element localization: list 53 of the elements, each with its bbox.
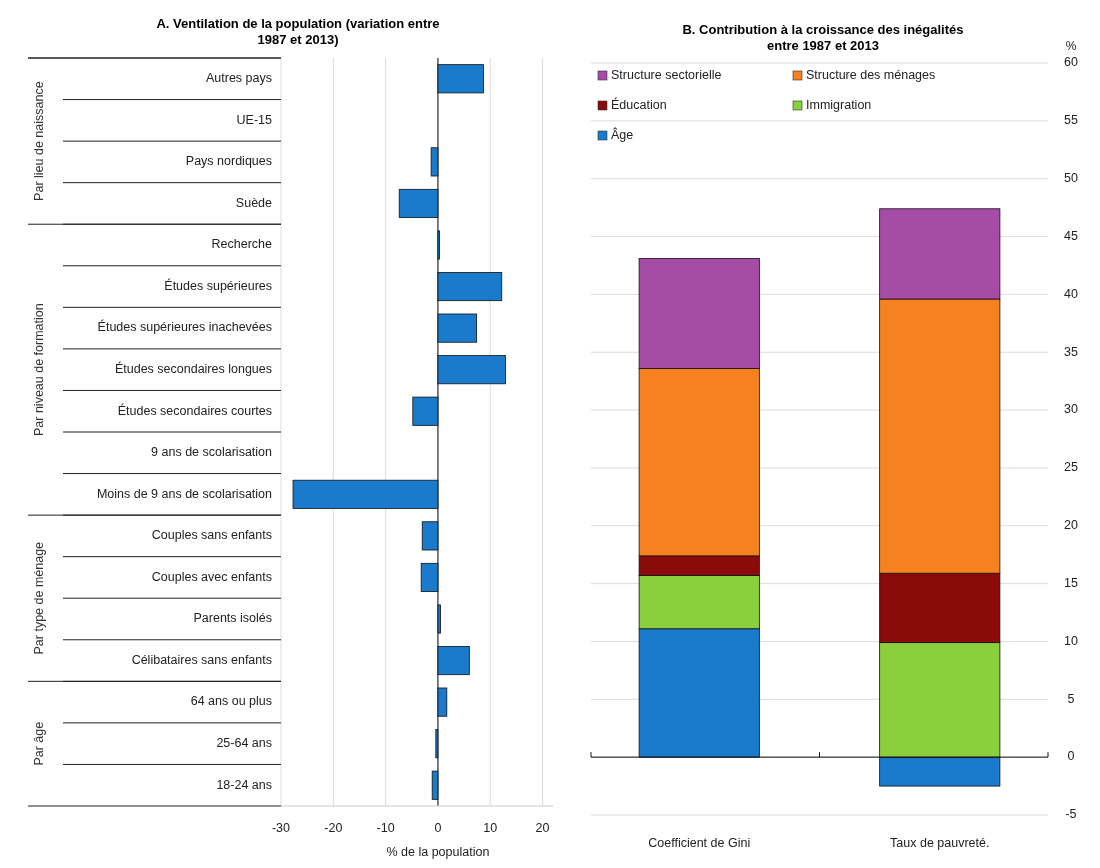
y-tick-label: 50 xyxy=(1064,170,1078,185)
x-tick-label: 0 xyxy=(434,821,442,835)
y-tick-label: 9 ans de scolarisation xyxy=(151,445,273,460)
y-tick-label: -5 xyxy=(1065,807,1077,822)
y-tick-label: Autres pays xyxy=(205,71,272,86)
chart-title: A. Ventilation de la population (variation entre 1987 et 2013) xyxy=(156,16,440,47)
y-tick-label: Parents isolés xyxy=(193,611,272,626)
x-tick-label: Taux de pauvreté. xyxy=(890,836,990,850)
y-tick-label: 30 xyxy=(1064,402,1078,417)
y-tick-label: Pays nordiques xyxy=(185,154,272,169)
y-tick-label: 0 xyxy=(1067,749,1075,764)
y-tick-label: 18-24 ans xyxy=(216,777,272,792)
legend-label: Immigration xyxy=(806,98,872,113)
y-tick-label: 55 xyxy=(1064,113,1078,128)
y-tick-label: Études secondaires longues xyxy=(114,360,272,376)
x-tick-label: 10 xyxy=(483,821,498,835)
y-tick-label: Suède xyxy=(235,195,273,210)
x-tick-label: -10 xyxy=(376,821,395,835)
y-tick-label: 5 xyxy=(1067,691,1075,706)
y-tick-label: 40 xyxy=(1064,286,1078,301)
y-tick-label: Recherche xyxy=(211,237,273,252)
text: Par niveau de formation xyxy=(32,303,47,437)
text: Par type de ménage xyxy=(32,541,47,655)
x-tick-label: 20 xyxy=(535,821,550,835)
y-tick-label: Couples avec enfants xyxy=(151,569,272,584)
y-tick-label: Célibataires sans enfants xyxy=(131,652,272,667)
y-tick-label: Études supérieures xyxy=(164,277,272,293)
x-tick-label: -20 xyxy=(324,821,343,835)
y-tick-label: 15 xyxy=(1064,575,1078,590)
y-tick-label: UE-15 xyxy=(236,112,273,127)
text: Par âge xyxy=(32,721,47,766)
y-tick-label: Moins de 9 ans de scolarisation xyxy=(96,486,273,501)
y-tick-label: 25-64 ans xyxy=(216,735,272,750)
y-tick-label: 20 xyxy=(1064,518,1078,533)
x-tick-label: Coefficient de Gini xyxy=(648,836,751,850)
chart-title: B. Contribution à la croissance des inégalités entre 1987 et 2013 xyxy=(682,22,964,53)
y-tick-label: Couples sans enfants xyxy=(151,528,272,543)
y-tick-label: 45 xyxy=(1064,228,1078,243)
legend-label: Éducation xyxy=(611,97,667,113)
legend-label: Structure sectorielle xyxy=(611,68,722,83)
y-tick-label: 35 xyxy=(1064,344,1078,359)
y-tick-label: 25 xyxy=(1064,460,1078,475)
legend-label: Structure des ménages xyxy=(806,68,936,83)
y-tick-label: 10 xyxy=(1064,633,1078,648)
text: Par lieu de naissance xyxy=(32,81,47,201)
legend-label: Âge xyxy=(611,127,634,143)
x-tick-label: -30 xyxy=(271,821,291,835)
y-tick-label: Études supérieures inachevées xyxy=(97,319,272,335)
y-tick-label: Études secondaires courtes xyxy=(117,402,272,418)
x-axis-title: % de la population xyxy=(386,845,490,859)
y-tick-label: 64 ans ou plus xyxy=(190,694,272,709)
y-axis-title: % xyxy=(1065,39,1077,53)
y-tick-label: 60 xyxy=(1064,55,1078,70)
